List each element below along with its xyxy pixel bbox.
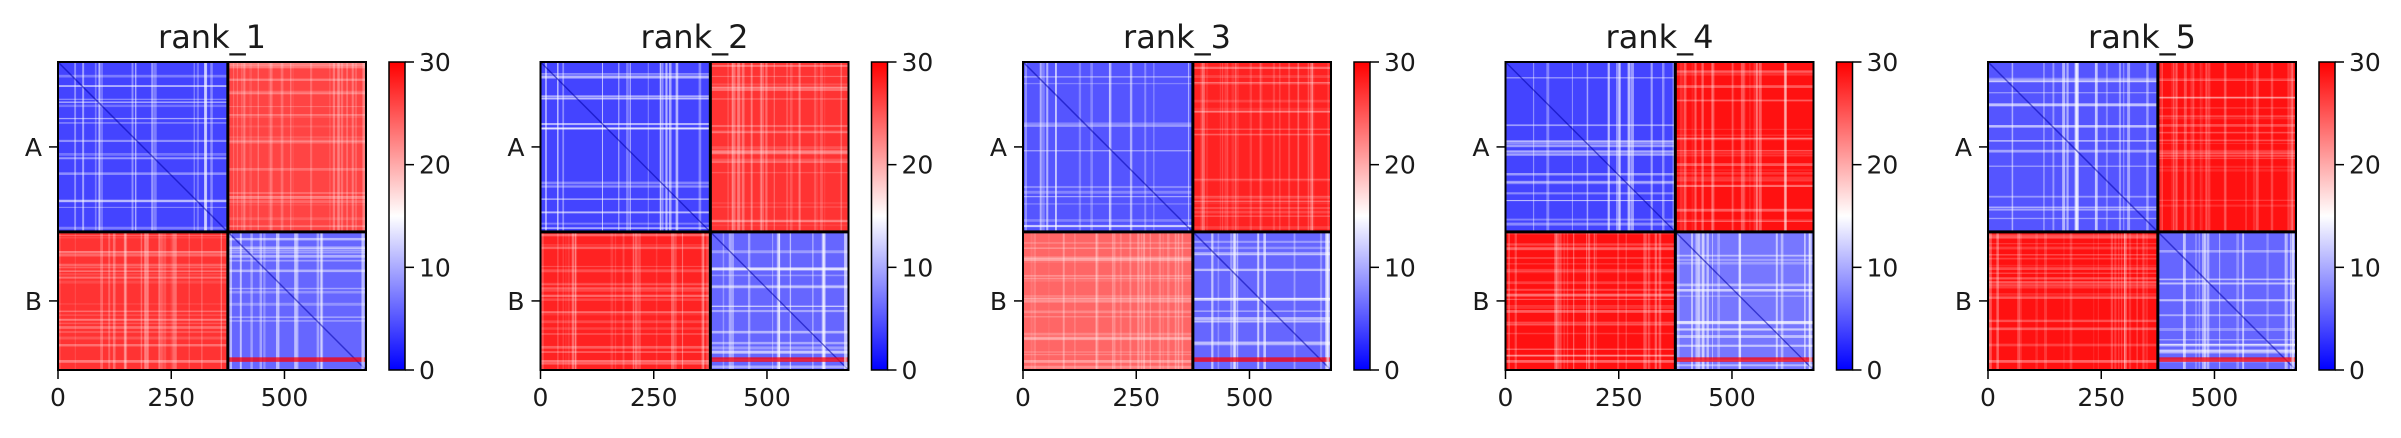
colorbar-tick-label: 10	[902, 253, 934, 282]
colorbar-tick-label: 20	[419, 151, 451, 180]
heatmap-panel: rank_5 0 250 500 A B 0 10 20 30	[1955, 18, 2381, 412]
y-tick-label: A	[990, 133, 1007, 162]
x-tick-label: 500	[261, 383, 309, 412]
diagonal	[1988, 62, 2159, 233]
colorbar-tick-label: 20	[2349, 151, 2381, 180]
colorbar	[388, 61, 406, 371]
x-tick-label: 500	[1708, 383, 1756, 412]
x-tick-label: 250	[630, 383, 678, 412]
colorbar-tick-label: 10	[2349, 253, 2381, 282]
colorbar-tick-label: 20	[1867, 151, 1899, 180]
diagonal	[1674, 231, 1814, 370]
colorbar-tick-label: 10	[1384, 253, 1416, 282]
colorbar-tick-label: 30	[902, 48, 934, 77]
colorbar-tick-label: 0	[2349, 356, 2365, 385]
x-tick-label: 0	[1015, 383, 1031, 412]
x-tick-label: 0	[1498, 383, 1514, 412]
diagonal	[227, 231, 366, 370]
block-b-a	[540, 231, 711, 370]
diagonal	[709, 231, 849, 370]
block-b-a	[1023, 231, 1193, 370]
block-a-b	[2157, 62, 2296, 232]
x-tick-label: 0	[50, 383, 66, 412]
colorbar	[1353, 61, 1371, 371]
colorbar-tick-label: 0	[902, 356, 918, 385]
colorbar-tick-label: 30	[419, 48, 451, 77]
colorbar-tick-label: 0	[1384, 356, 1400, 385]
colorbar-tick-label: 30	[1867, 48, 1899, 77]
x-tick-label: 250	[147, 383, 195, 412]
block-a-b	[710, 62, 849, 232]
y-tick-label: A	[507, 133, 524, 162]
plot-frame	[1022, 61, 1332, 371]
colorbar	[870, 61, 889, 371]
x-tick-label: 500	[2191, 383, 2239, 412]
y-tick-label: B	[1955, 287, 1972, 316]
diagonal	[1192, 231, 1331, 370]
y-tick-label: B	[25, 287, 42, 316]
block-b-a	[1988, 231, 2158, 370]
panel-title: rank_4	[1606, 18, 1714, 56]
x-tick-label: 500	[1226, 383, 1274, 412]
plot-frame	[1987, 61, 2297, 371]
x-tick-label: 250	[1112, 383, 1160, 412]
colorbar-tick-label: 10	[1867, 253, 1899, 282]
block-b-a	[58, 231, 228, 370]
heatmap-panel: rank_4 0 250 500 A B 0 10 20 30	[1472, 18, 1898, 412]
x-tick-label: 250	[2077, 383, 2125, 412]
plot-frame	[539, 61, 850, 371]
y-tick-label: B	[990, 287, 1007, 316]
y-tick-label: A	[25, 133, 42, 162]
colorbar-tick-label: 20	[1384, 151, 1416, 180]
colorbar-tick-label: 0	[419, 356, 435, 385]
plot-frame	[57, 61, 367, 371]
block-b-a	[1505, 231, 1676, 370]
colorbar-tick-label: 0	[1867, 356, 1883, 385]
panel-title: rank_1	[158, 18, 266, 56]
heatmap-panel: rank_3 0 250 500 A B 0 10 20 30	[990, 18, 1416, 412]
x-tick-label: 250	[1595, 383, 1643, 412]
diagonal	[1023, 62, 1194, 233]
x-tick-label: 0	[1980, 383, 1996, 412]
colorbar-tick-label: 30	[1384, 48, 1416, 77]
plot-frame	[1504, 61, 1815, 371]
colorbar-tick-label: 10	[419, 253, 451, 282]
diagonal	[1505, 62, 1676, 233]
colorbar	[1835, 61, 1854, 371]
heatmap-panel: rank_1 0 250 500 A B 0 10 20 30	[25, 18, 451, 412]
colorbar-tick-label: 30	[2349, 48, 2381, 77]
y-tick-label: A	[1955, 133, 1972, 162]
y-tick-label: A	[1472, 133, 1489, 162]
colorbar	[2318, 61, 2336, 371]
panel-title: rank_2	[641, 18, 749, 56]
x-tick-label: 0	[533, 383, 549, 412]
diagonal	[2157, 231, 2296, 370]
block-a-b	[227, 62, 366, 232]
y-tick-label: B	[1472, 287, 1489, 316]
diagonal	[540, 62, 711, 233]
y-tick-label: B	[507, 287, 524, 316]
panel-title: rank_3	[1123, 18, 1231, 56]
heatmap-panel: rank_2 0 250 500 A B 0 10 20 30	[507, 18, 933, 412]
block-a-b	[1192, 62, 1331, 232]
x-tick-label: 500	[743, 383, 791, 412]
panel-title: rank_5	[2088, 18, 2196, 56]
colorbar-tick-label: 20	[902, 151, 934, 180]
diagonal	[58, 62, 229, 233]
block-a-b	[1675, 62, 1814, 232]
